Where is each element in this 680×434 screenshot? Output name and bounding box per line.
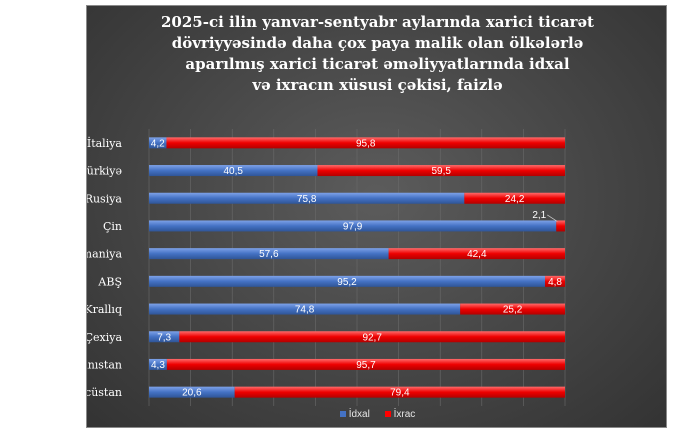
category-label: Çin [103,220,122,233]
leader-line [547,214,558,222]
data-label: 92,7 [362,332,382,343]
legend-label: İdxal [348,409,370,420]
data-label: 4,8 [548,277,562,288]
data-label: 59,5 [432,166,452,177]
bar-idxal [149,137,167,149]
bar-ixrac [179,331,566,343]
data-label: 4,2 [151,138,165,149]
chart-frame: 2025-ci ilin yanvar-sentyabr aylarında x… [86,5,667,428]
bar-idxal [149,358,167,370]
data-label: 75,8 [297,194,317,205]
category-label: Türkiyə [87,165,122,178]
legend-swatch-idxal [339,411,346,418]
data-label: 79,4 [390,388,410,399]
legend-item-idxal: İdxal [339,409,370,420]
legend-swatch-ixrac [384,411,391,418]
bar-idxal [149,248,389,260]
data-label: 97,9 [343,221,363,232]
data-label: 74,8 [295,305,315,316]
data-label: 40,5 [224,166,244,177]
bar-idxal [149,386,235,398]
bar-idxal [149,303,461,315]
data-label: 4,3 [151,360,165,371]
bar-chart: İtaliya Türkiyə Rusiya Çin Almaniya ABŞ Birləş… [87,129,566,406]
data-label: 25,2 [503,305,523,316]
bar-idxal [149,192,465,204]
legend-label: İxrac [393,409,416,420]
data-label: 7,3 [157,332,171,343]
bar-ixrac [464,192,565,204]
bar-ixrac [317,165,565,177]
bar-ixrac [166,137,566,149]
chart-title-line: 2025-ci ilin yanvar-sentyabr aylarında x… [161,13,594,31]
bar-ixrac [545,275,565,287]
category-label: Rusiya [87,192,122,205]
data-label: 95,2 [337,277,357,288]
data-label: 20,6 [182,388,202,399]
legend-item-ixrac: İxrac [384,409,416,420]
bar-ixrac [166,358,565,370]
data-label: 95,8 [356,138,376,149]
chart-title-line: aparılmış xarici ticarət əməliyyatlarınd… [185,55,570,73]
bar-idxal [149,220,557,232]
bar-idxal [149,165,318,177]
legend: İdxal İxrac [87,409,668,420]
data-label: 42,4 [467,249,487,260]
chart-title: 2025-ci ilin yanvar-sentyabr aylarında x… [87,12,668,96]
bar-idxal [149,275,546,287]
data-label: 57,6 [259,249,279,260]
bar-ixrac [460,303,565,315]
category-label: İtaliya [87,136,122,150]
bar-ixrac [234,386,566,398]
category-label: Çexiya [87,331,122,344]
bar-ixrac [388,248,565,260]
chart-title-line: və ixracın xüsusi çəkisi, faizlə [252,76,503,94]
bar-ixrac [556,220,565,232]
category-label: ABŞ [97,275,122,288]
category-label: Yunanıstan [87,358,122,371]
data-label: 2,1 [532,210,546,221]
chart-title-line: dövriyyəsində daha çox paya malik olan ö… [171,34,584,52]
bar-idxal [149,331,180,343]
data-label: 24,2 [505,194,525,205]
data-label: 95,7 [356,360,376,371]
category-label: Gürcüstan [87,386,122,399]
category-label: Almaniya [87,248,122,261]
category-label: Birləşmiş Krallıq [87,303,122,316]
